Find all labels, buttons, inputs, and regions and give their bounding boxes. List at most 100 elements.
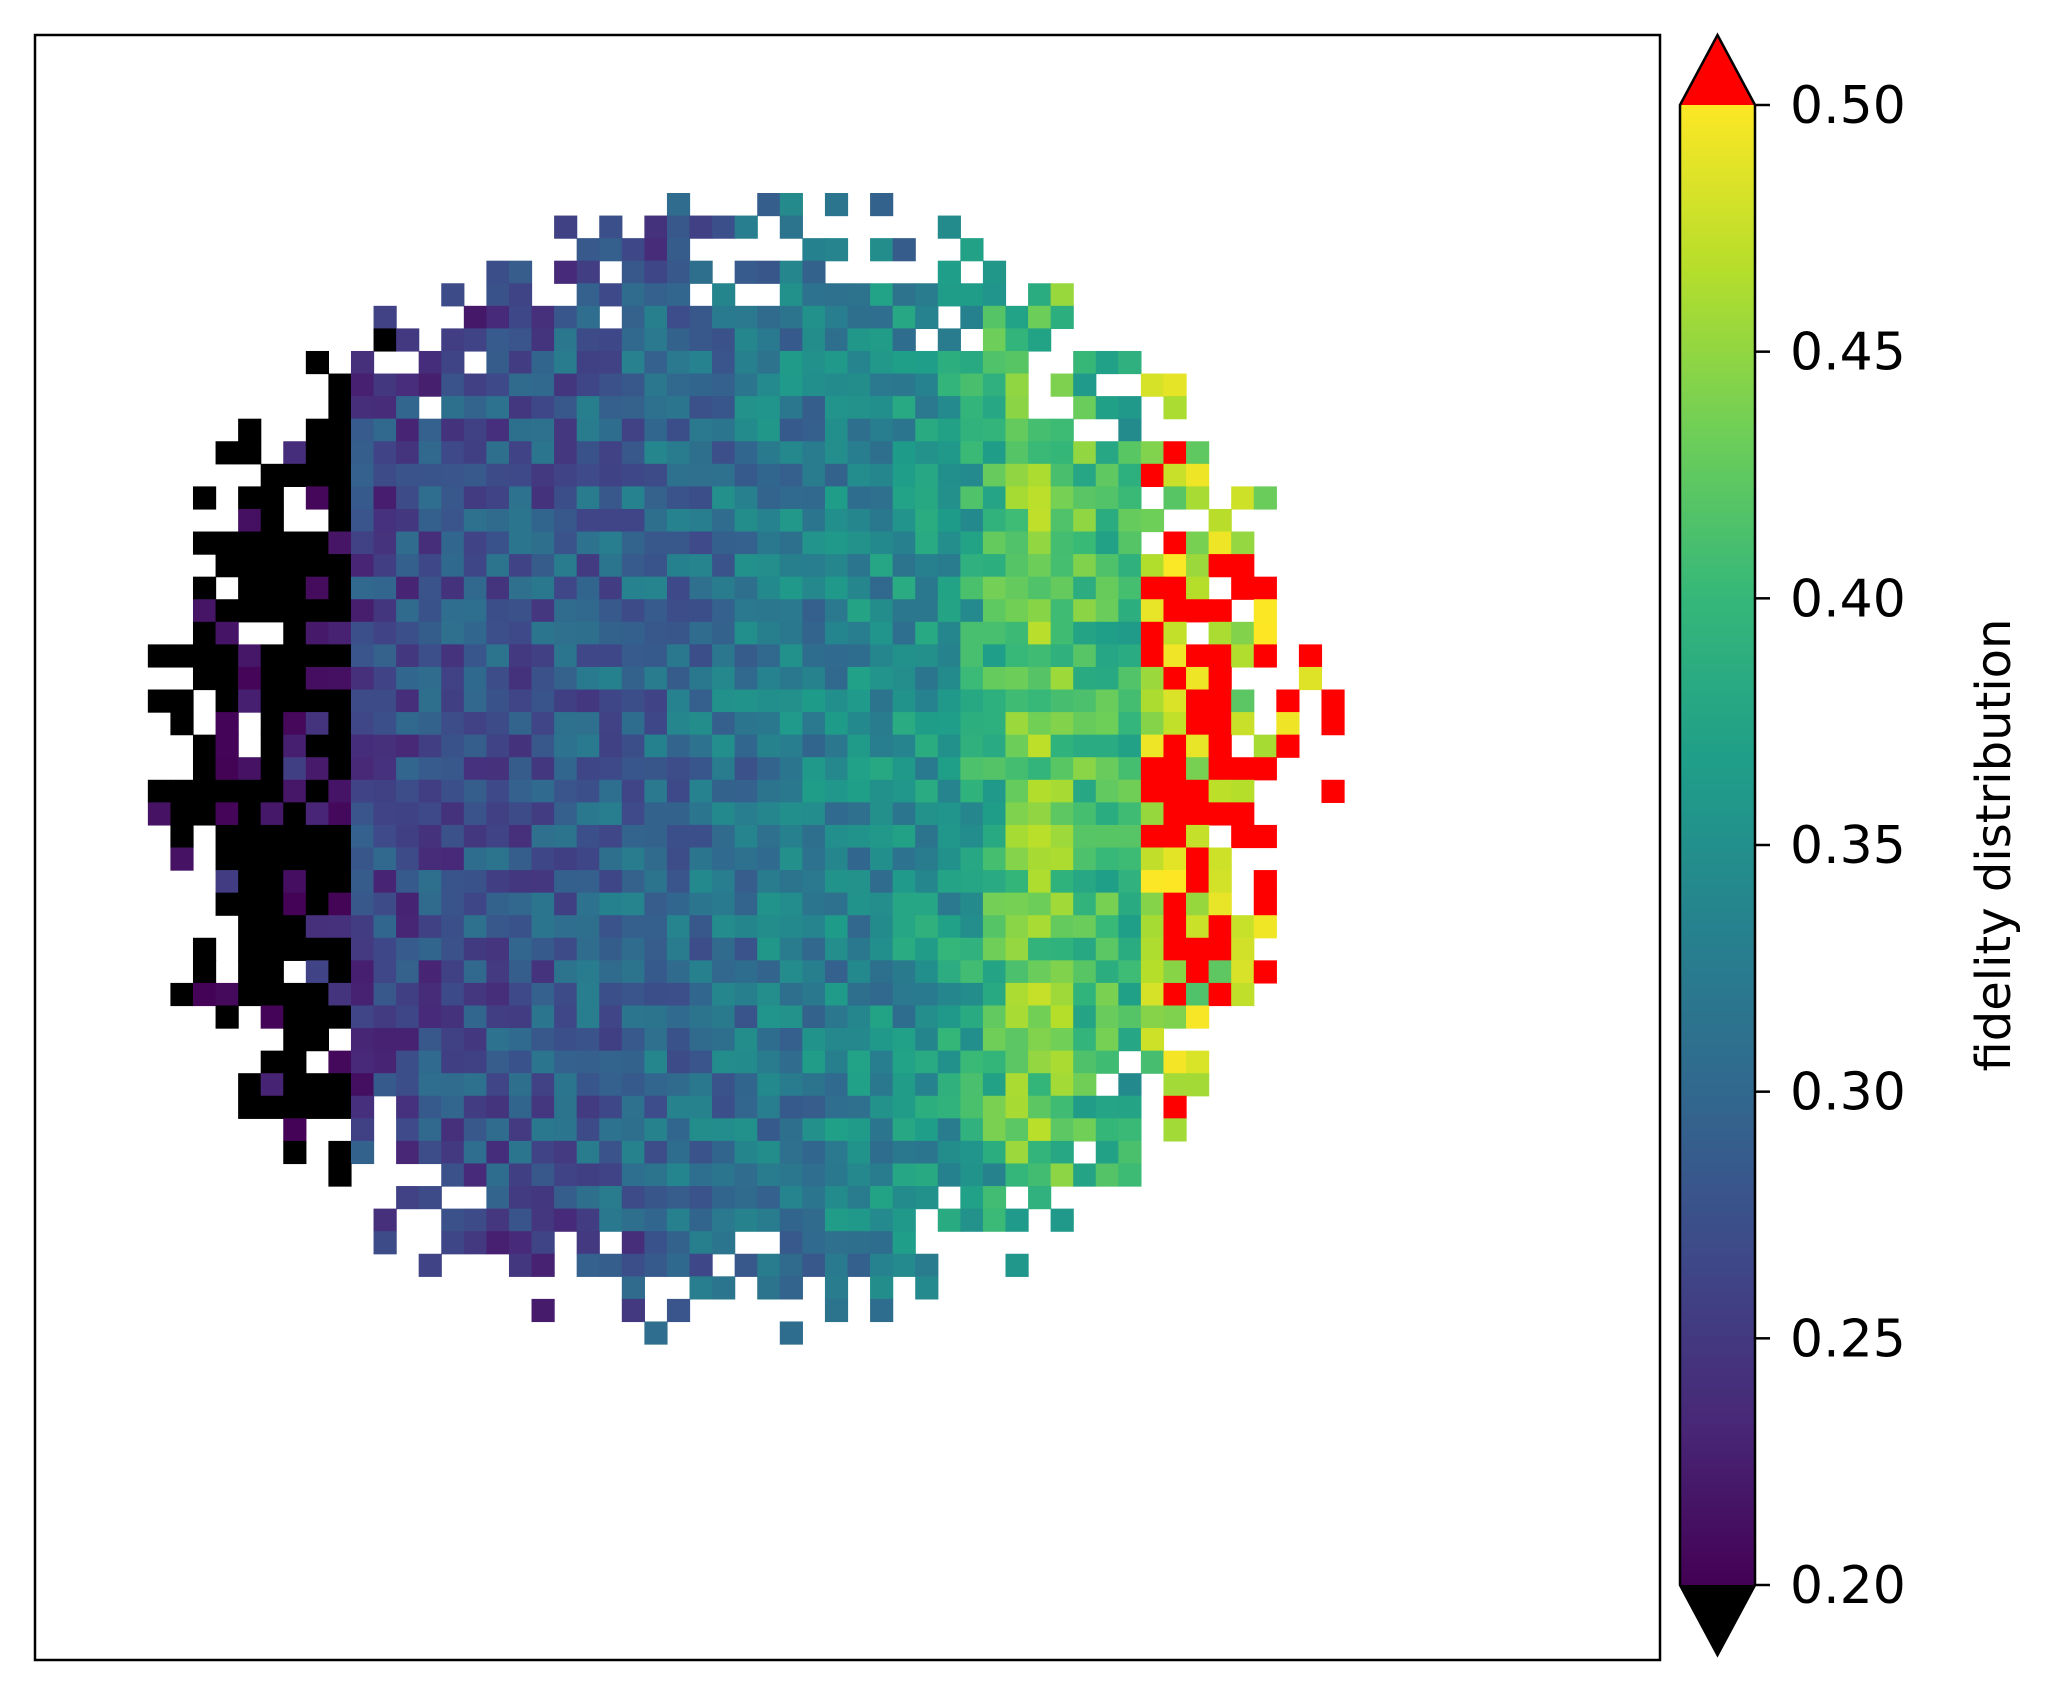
heatmap-cell: [418, 1095, 442, 1119]
heatmap-cell: [486, 892, 510, 916]
heatmap-cell: [644, 305, 668, 329]
heatmap-cell: [1186, 1005, 1210, 1029]
heatmap-cell: [1163, 1118, 1187, 1142]
heatmap-cell: [238, 441, 262, 465]
heatmap-cell: [892, 1050, 916, 1074]
heatmap-cell: [824, 554, 849, 578]
heatmap-cell: [960, 824, 984, 849]
heatmap-cell: [486, 1140, 510, 1165]
heatmap-cell: [1253, 576, 1277, 600]
heatmap-cell: [1118, 396, 1142, 420]
heatmap-cell: [1186, 666, 1210, 691]
heatmap-cell: [418, 441, 442, 465]
heatmap-cell: [1253, 644, 1277, 668]
heatmap-cell: [373, 441, 397, 465]
heatmap-cell: [734, 486, 758, 510]
heatmap-cell: [621, 1253, 645, 1277]
heatmap-cell: [554, 260, 578, 284]
heatmap-cell: [734, 441, 758, 465]
heatmap-cell: [644, 486, 668, 510]
heatmap-cell: [305, 757, 329, 781]
heatmap-cell: [802, 508, 826, 533]
heatmap-cell: [960, 1186, 984, 1210]
heatmap-cell: [1028, 870, 1052, 894]
heatmap-cell: [1163, 734, 1187, 758]
heatmap-cell: [1163, 644, 1187, 668]
heatmap-cell: [1050, 1095, 1074, 1119]
heatmap-cell: [531, 1095, 555, 1119]
heatmap-cell: [418, 982, 442, 1007]
heatmap-cell: [982, 441, 1007, 465]
heatmap-cell: [1028, 1073, 1052, 1097]
heatmap-cell: [508, 1118, 533, 1142]
colorbar-under-extension: [1680, 1585, 1755, 1655]
heatmap-cell: [937, 802, 961, 826]
heatmap-cell: [238, 689, 262, 713]
heatmap-cell: [779, 937, 803, 961]
heatmap-cell: [982, 1028, 1007, 1052]
heatmap-cell: [1298, 644, 1323, 668]
heatmap-cell: [960, 689, 984, 713]
heatmap-cell: [915, 576, 939, 600]
heatmap-cell: [982, 1208, 1007, 1232]
heatmap-cell: [1095, 1163, 1119, 1187]
heatmap-cell: [666, 508, 691, 533]
heatmap-cell: [712, 802, 736, 826]
heatmap-cell: [689, 892, 713, 916]
heatmap-cell: [644, 260, 668, 284]
heatmap-cell: [982, 1163, 1007, 1187]
heatmap-cell: [666, 1208, 691, 1232]
heatmap-cell: [396, 779, 420, 803]
heatmap-cell: [960, 1073, 984, 1097]
heatmap-cell: [621, 599, 645, 623]
heatmap-cell: [599, 373, 623, 397]
heatmap-cell: [1118, 802, 1142, 826]
heatmap-cell: [283, 779, 307, 803]
heatmap-cell: [847, 1095, 871, 1119]
heatmap-cell: [689, 666, 713, 691]
heatmap-cell: [1095, 757, 1119, 781]
heatmap-cell: [779, 305, 803, 329]
heatmap-cell: [441, 531, 465, 555]
heatmap-cell: [870, 554, 894, 578]
heatmap-cell: [1073, 1005, 1097, 1029]
heatmap-cell: [576, 802, 600, 826]
heatmap-cell: [937, 328, 961, 352]
heatmap-cell: [847, 689, 871, 713]
heatmap-cell: [531, 441, 555, 465]
heatmap-cell: [1186, 734, 1210, 758]
heatmap-cell: [350, 441, 375, 465]
heatmap-cell: [1186, 960, 1210, 984]
heatmap-cell: [689, 463, 713, 487]
heatmap-cell: [1163, 937, 1187, 961]
heatmap-cell: [892, 937, 916, 961]
heatmap-cell: [441, 915, 465, 939]
heatmap-cell: [937, 1005, 961, 1029]
heatmap-cell: [599, 1253, 623, 1277]
heatmap-cell: [982, 418, 1007, 442]
heatmap-cell: [1028, 283, 1052, 307]
heatmap-cell: [892, 712, 916, 736]
heatmap-cell: [305, 621, 329, 645]
heatmap-cell: [870, 283, 894, 307]
heatmap-cell: [463, 915, 487, 939]
heatmap-cell: [554, 621, 578, 645]
heatmap-cell: [531, 418, 555, 442]
heatmap-cell: [396, 960, 420, 984]
heatmap-cell: [1028, 554, 1052, 578]
heatmap-cell: [802, 621, 826, 645]
heatmap-cell: [599, 350, 623, 375]
heatmap-cell: [870, 1163, 894, 1187]
heatmap-cell: [1118, 937, 1142, 961]
heatmap-cell: [644, 463, 668, 487]
heatmap-cell: [779, 531, 803, 555]
heatmap-cell: [734, 666, 758, 691]
heatmap-cell: [666, 1118, 691, 1142]
heatmap-cell: [554, 802, 578, 826]
heatmap-cell: [937, 1208, 961, 1232]
heatmap-cell: [1005, 621, 1029, 645]
heatmap-cell: [328, 554, 352, 578]
heatmap-cell: [328, 1140, 352, 1165]
heatmap-cell: [757, 734, 781, 758]
heatmap-cell: [350, 779, 375, 803]
